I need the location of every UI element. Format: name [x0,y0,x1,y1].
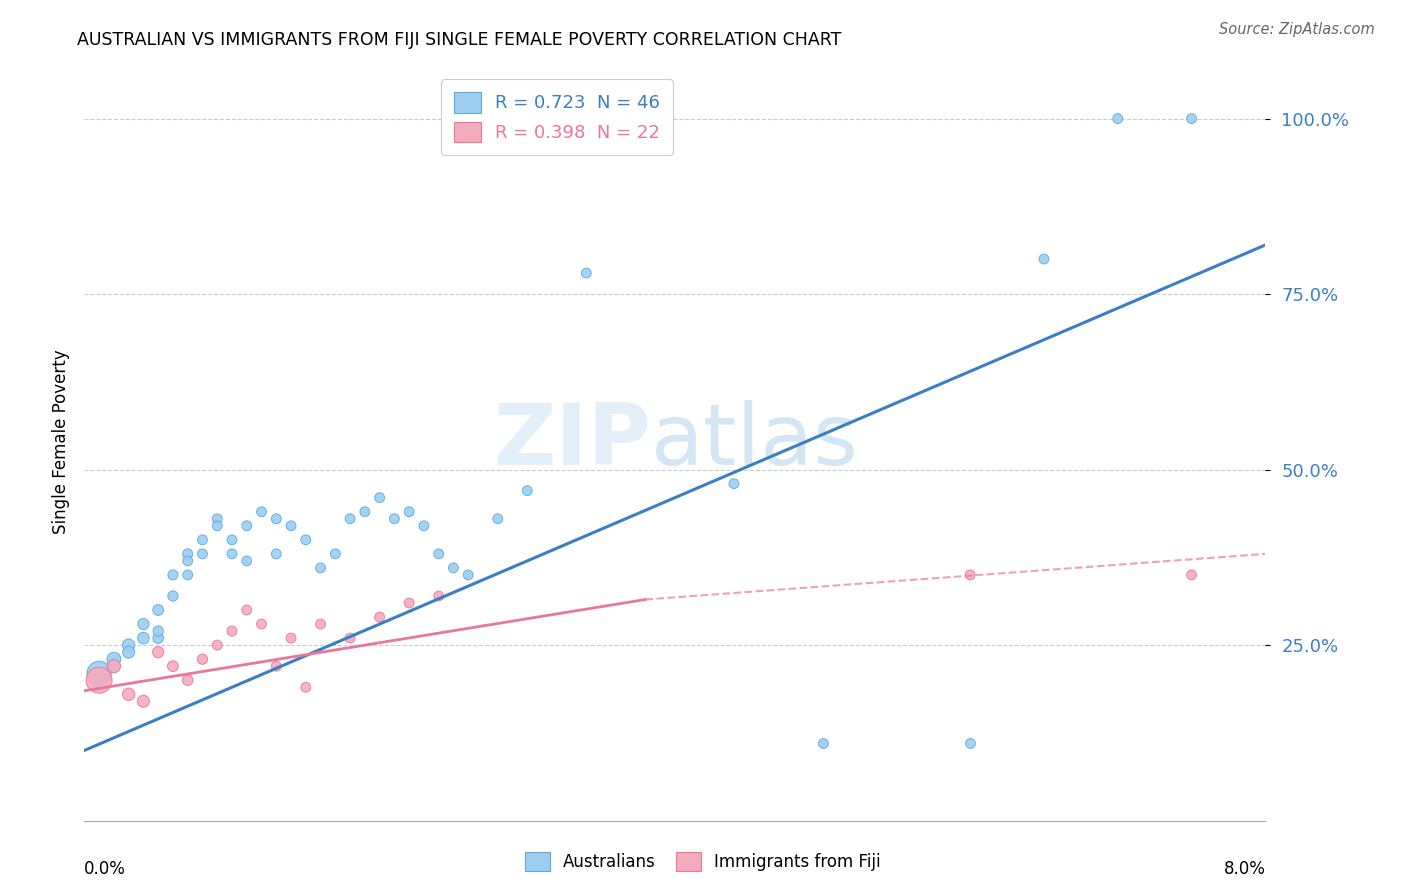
Point [235,603,259,617]
Point [354,505,377,519]
Point [221,547,243,561]
Point [207,518,229,533]
Point [398,505,420,519]
Point [384,512,406,526]
Point [1033,252,1056,266]
Point [162,568,184,582]
Point [427,589,450,603]
Point [103,659,125,673]
Point [235,554,259,568]
Point [457,568,479,582]
Point [177,547,200,561]
Point [132,694,155,708]
Point [309,617,332,632]
Point [191,652,214,666]
Point [1181,568,1204,582]
Point [191,547,214,561]
Point [250,617,273,632]
Point [339,631,361,645]
Text: atlas: atlas [651,400,859,483]
Point [118,638,141,652]
Point [959,736,981,750]
Point [191,533,214,547]
Point [398,596,420,610]
Point [264,659,288,673]
Point [516,483,538,498]
Y-axis label: Single Female Poverty: Single Female Poverty [52,350,70,533]
Point [87,666,111,681]
Point [413,518,436,533]
Point [148,645,170,659]
Point [368,610,391,624]
Point [280,631,302,645]
Point [339,512,361,526]
Point [103,659,125,673]
Text: 8.0%: 8.0% [1223,860,1265,878]
Point [207,638,229,652]
Point [427,547,450,561]
Point [723,476,745,491]
Point [575,266,598,280]
Point [87,673,111,688]
Point [148,603,170,617]
Point [221,533,243,547]
Point [295,533,318,547]
Point [959,568,981,582]
Point [221,624,243,639]
Point [148,631,170,645]
Point [177,673,200,688]
Point [325,547,347,561]
Point [235,518,259,533]
Point [250,505,273,519]
Point [162,659,184,673]
Point [486,512,509,526]
Point [103,652,125,666]
Text: 0.0%: 0.0% [84,860,127,878]
Point [118,645,141,659]
Legend: R = 0.723  N = 46, R = 0.398  N = 22: R = 0.723 N = 46, R = 0.398 N = 22 [441,79,672,155]
Point [162,589,184,603]
Text: AUSTRALIAN VS IMMIGRANTS FROM FIJI SINGLE FEMALE POVERTY CORRELATION CHART: AUSTRALIAN VS IMMIGRANTS FROM FIJI SINGL… [77,31,842,49]
Text: ZIP: ZIP [494,400,651,483]
Point [207,512,229,526]
Point [1107,112,1129,126]
Point [295,680,318,694]
Point [309,561,332,575]
Point [280,518,302,533]
Point [177,554,200,568]
Point [1181,112,1204,126]
Point [264,512,288,526]
Point [177,568,200,582]
Point [148,624,170,639]
Point [811,736,834,750]
Point [118,687,141,701]
Point [132,631,155,645]
Point [443,561,465,575]
Point [264,547,288,561]
Point [132,617,155,632]
Legend: Australians, Immigrants from Fiji: Australians, Immigrants from Fiji [516,843,890,880]
Point [368,491,391,505]
Text: Source: ZipAtlas.com: Source: ZipAtlas.com [1219,22,1375,37]
